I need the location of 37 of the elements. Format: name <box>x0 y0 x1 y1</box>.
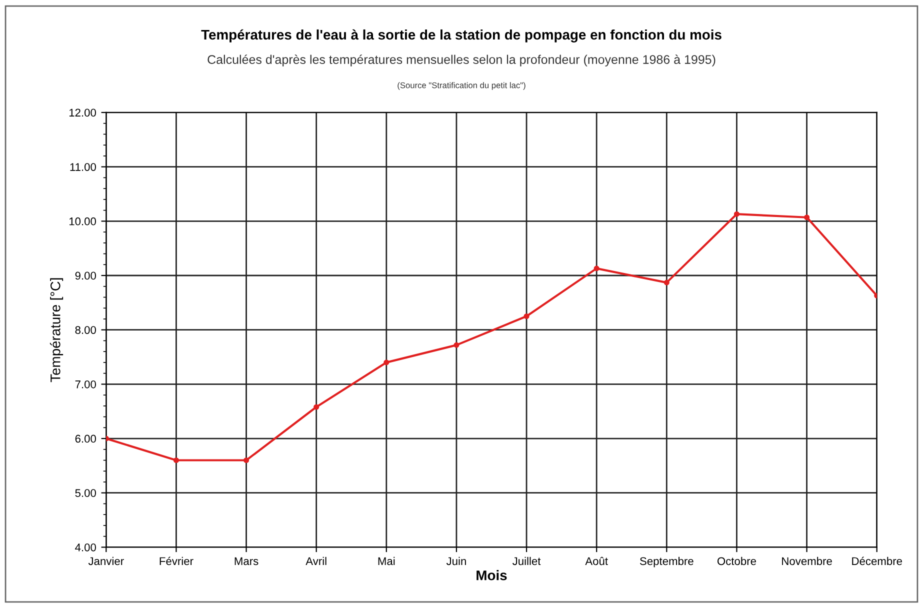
y-axis-title: Température [°C] <box>50 278 64 382</box>
point <box>594 266 600 272</box>
point <box>664 280 670 286</box>
x-tick-label: Septembre <box>640 556 694 568</box>
line-series <box>106 211 877 464</box>
x-tick-label: Juin <box>446 556 466 566</box>
point <box>314 404 320 410</box>
y-tick-label: 9.00 <box>75 272 96 280</box>
x-tick-label: Janvier <box>88 556 124 566</box>
x-tick-label: Février <box>160 556 194 566</box>
y-tick-label: 11.00 <box>70 163 96 171</box>
y-tick-label: 10.00 <box>69 217 96 226</box>
point <box>804 214 810 220</box>
chart-title: Températures de l'eau à la sortie de la station de pompage en fonction du mois <box>201 29 722 42</box>
y-tick-label: 5.00 <box>75 489 96 497</box>
x-tick-label: Novembre <box>782 556 832 566</box>
x-tick-label: Août <box>585 556 608 566</box>
text: (Source "Stratification du petit lac") <box>398 82 526 90</box>
x-tick-label: Avril <box>306 556 326 565</box>
point <box>524 313 530 320</box>
point <box>734 211 740 217</box>
y-tick-label: 6.00 <box>75 434 96 443</box>
y-tick-label: 7.00 <box>75 380 96 388</box>
chart-subtitle: Calculées d'après les températures mensuelles selon la profondeur (moyenne 1986 à 1995) <box>208 54 716 66</box>
y-tick-label: 8.00 <box>75 326 96 334</box>
x-axis-title: Mois <box>476 570 507 580</box>
point <box>173 457 179 464</box>
point <box>243 457 250 464</box>
y-tick-label: 4.00 <box>75 543 96 552</box>
point <box>384 360 390 366</box>
x-tick-label: Octobre <box>717 556 756 566</box>
x-tick-label: Décembre <box>852 556 902 566</box>
x-tick-label: Mai <box>378 556 395 566</box>
x-tick-label: Mars <box>234 557 258 566</box>
y-tick-label: 12.00 <box>69 108 96 117</box>
point <box>454 342 460 348</box>
x-tick-label: Juillet <box>512 556 541 566</box>
